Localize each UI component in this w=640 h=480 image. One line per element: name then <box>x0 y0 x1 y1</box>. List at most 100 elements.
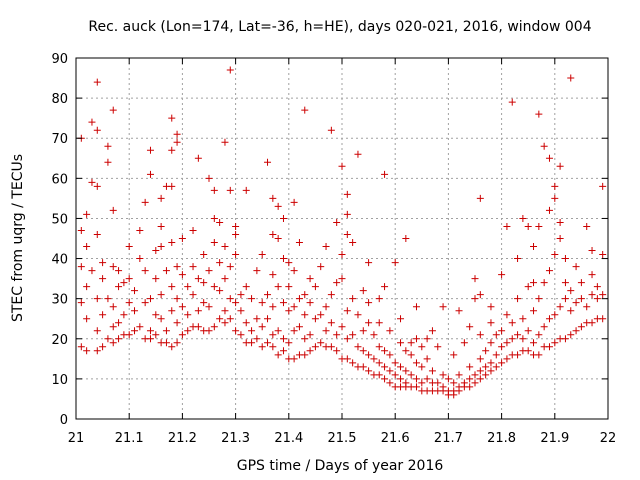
data-point-plus <box>146 146 154 154</box>
data-point-plus <box>556 218 564 226</box>
data-points <box>77 66 607 399</box>
data-point-plus <box>279 214 287 222</box>
data-point-plus <box>279 347 287 355</box>
data-point-plus <box>567 307 575 315</box>
data-point-plus <box>418 379 426 387</box>
data-point-plus <box>551 182 559 190</box>
x-tick-label: 21.3 <box>221 431 250 446</box>
data-point-plus <box>210 214 218 222</box>
data-point-plus <box>93 347 101 355</box>
data-point-plus <box>232 299 240 307</box>
data-point-plus <box>104 335 112 343</box>
data-point-plus <box>109 263 117 271</box>
data-point-plus <box>216 287 224 295</box>
data-point-plus <box>152 331 160 339</box>
data-point-plus <box>540 279 548 287</box>
data-point-plus <box>535 331 543 339</box>
y-tick-label: 70 <box>51 132 68 147</box>
data-point-plus <box>226 295 234 303</box>
data-point-plus <box>322 243 330 251</box>
data-point-plus <box>386 379 394 387</box>
chart-title: Rec. auck (Lon=174, Lat=-36, h=HE), days… <box>88 19 591 35</box>
data-point-plus <box>269 230 277 238</box>
data-point-plus <box>354 150 362 158</box>
data-point-plus <box>561 255 569 263</box>
data-point-plus <box>391 259 399 267</box>
data-point-plus <box>162 267 170 275</box>
data-point-plus <box>412 359 420 367</box>
data-point-plus <box>131 287 139 295</box>
data-point-plus <box>577 279 585 287</box>
data-point-plus <box>269 303 277 311</box>
data-point-plus <box>290 198 298 206</box>
data-point-plus <box>365 367 373 375</box>
data-point-plus <box>375 371 383 379</box>
data-point-plus <box>434 379 442 387</box>
data-point-plus <box>545 154 553 162</box>
data-point-plus <box>136 226 144 234</box>
data-point-plus <box>412 335 420 343</box>
data-point-plus <box>492 363 500 371</box>
data-point-plus <box>322 303 330 311</box>
data-point-plus <box>466 375 474 383</box>
data-point-plus <box>503 222 511 230</box>
data-point-plus <box>343 190 351 198</box>
data-point-plus <box>168 146 176 154</box>
data-point-plus <box>264 291 272 299</box>
y-tick-label: 10 <box>51 373 68 388</box>
y-axis-label: STEC from uqrg / TECUs <box>10 154 26 322</box>
data-point-plus <box>136 255 144 263</box>
data-point-plus <box>168 283 176 291</box>
data-point-plus <box>301 106 309 114</box>
data-point-plus <box>397 375 405 383</box>
x-tick-label: 21.6 <box>381 431 410 446</box>
data-point-plus <box>210 186 218 194</box>
data-point-plus <box>434 343 442 351</box>
data-point-plus <box>482 363 490 371</box>
data-point-plus <box>359 287 367 295</box>
data-point-plus <box>381 283 389 291</box>
data-point-plus <box>301 291 309 299</box>
data-point-plus <box>327 291 335 299</box>
data-point-plus <box>232 222 240 230</box>
data-point-plus <box>349 359 357 367</box>
data-point-plus <box>83 347 91 355</box>
data-point-plus <box>178 331 186 339</box>
data-point-plus <box>146 335 154 343</box>
data-point-plus <box>311 343 319 351</box>
data-point-plus <box>359 363 367 371</box>
data-point-plus <box>354 343 362 351</box>
data-point-plus <box>295 323 303 331</box>
data-point-plus <box>402 235 410 242</box>
data-point-plus <box>306 299 314 307</box>
data-point-plus <box>274 327 282 335</box>
data-point-plus <box>131 327 139 335</box>
data-point-plus <box>226 186 234 194</box>
data-point-plus <box>274 351 282 359</box>
data-point-plus <box>168 239 176 247</box>
data-point-plus <box>104 142 112 150</box>
data-point-plus <box>428 327 436 335</box>
data-point-plus <box>125 299 133 307</box>
data-point-plus <box>476 291 484 299</box>
data-point-plus <box>514 351 522 359</box>
data-point-plus <box>476 355 484 363</box>
data-point-plus <box>476 367 484 375</box>
y-tick-label: 90 <box>51 52 68 67</box>
data-point-plus <box>178 303 186 311</box>
data-point-plus <box>77 226 85 234</box>
data-point-plus <box>530 339 538 347</box>
data-point-plus <box>264 339 272 347</box>
data-point-plus <box>83 315 91 323</box>
data-point-plus <box>327 343 335 351</box>
data-point-plus <box>455 307 463 315</box>
data-point-plus <box>588 319 596 327</box>
data-point-plus <box>487 359 495 367</box>
data-point-plus <box>77 263 85 271</box>
data-point-plus <box>503 339 511 347</box>
data-point-plus <box>274 235 282 242</box>
data-point-plus <box>349 239 357 247</box>
data-point-plus <box>375 343 383 351</box>
data-point-plus <box>397 339 405 347</box>
